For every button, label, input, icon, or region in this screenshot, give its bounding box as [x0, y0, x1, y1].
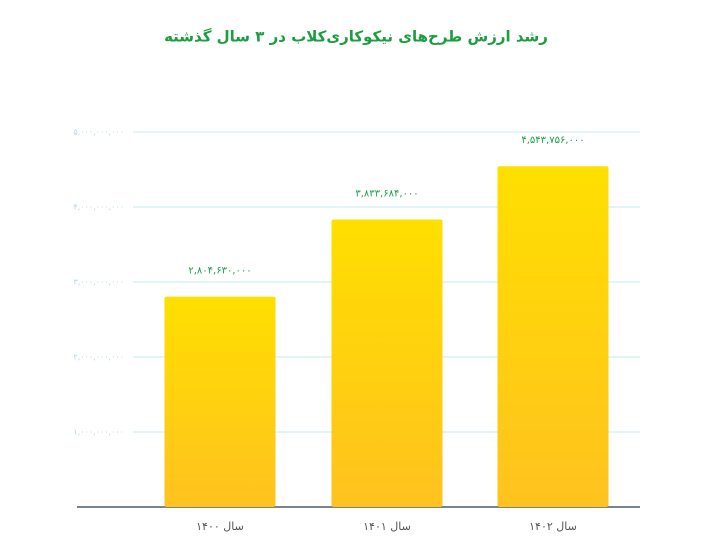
y-tick-label: ۱,۰۰۰,۰۰۰,۰۰۰: [73, 428, 124, 437]
x-tick-label: سال ۱۴۰۱: [363, 520, 411, 533]
y-tick-label: ۲,۰۰۰,۰۰۰,۰۰۰: [73, 353, 124, 362]
y-tick-label: ۵,۰۰۰,۰۰۰,۰۰۰: [73, 128, 124, 137]
y-tick-label: ۳,۰۰۰,۰۰۰,۰۰۰: [73, 278, 124, 287]
x-tick-label: سال ۱۴۰۰: [196, 520, 244, 533]
value-label: ۲,۸۰۴,۶۳۰,۰۰۰: [188, 266, 251, 277]
value-label: ۴,۵۴۳,۷۵۶,۰۰۰: [521, 135, 584, 146]
value-label: ۳,۸۳۳,۶۸۴,۰۰۰: [355, 188, 418, 199]
bar: [331, 219, 443, 507]
bar: [497, 166, 609, 507]
bar: [164, 296, 276, 507]
chart-title: رشد ارزش طرح‌های نیکوکاری‌کلاب در ۳ سال …: [164, 28, 548, 46]
y-tick-label: ۴,۰۰۰,۰۰۰,۰۰۰: [73, 203, 124, 212]
x-tick-label: سال ۱۴۰۲: [529, 520, 577, 533]
